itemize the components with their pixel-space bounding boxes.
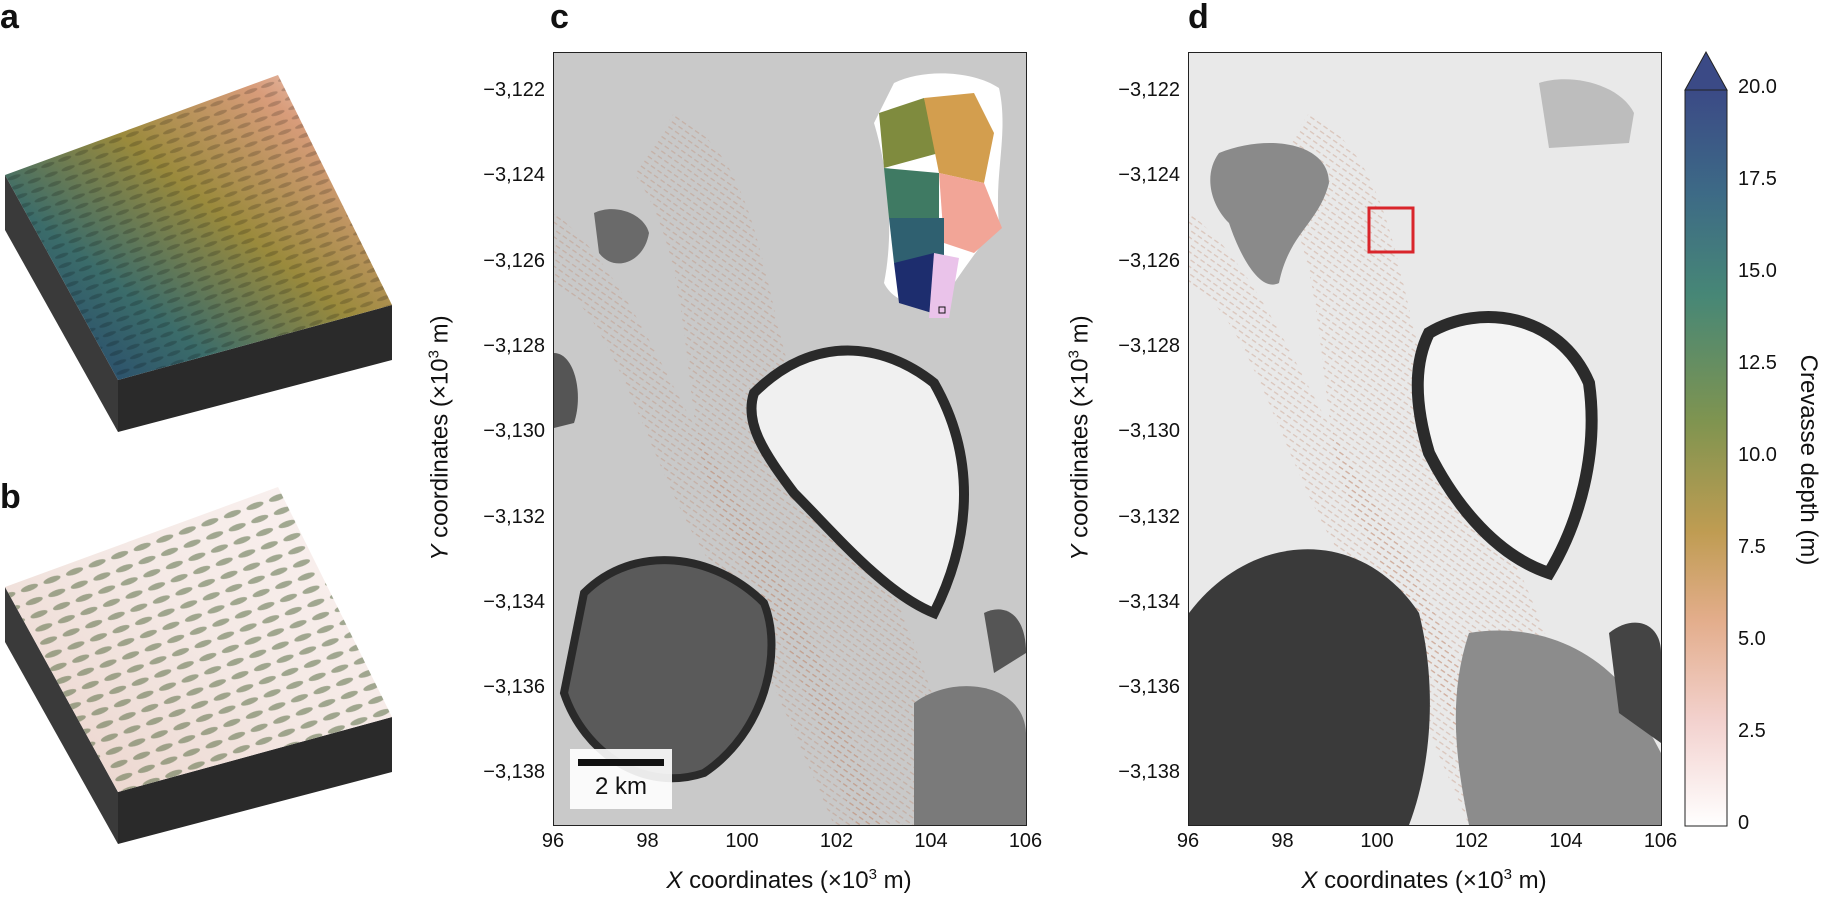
x-tick-label-c: 102 — [819, 830, 854, 852]
x-tick-label-d: 100 — [1360, 830, 1394, 852]
x-tick-label-c: 98 — [636, 830, 659, 852]
y-tick-label-c: −3,126 — [483, 249, 545, 272]
colorbar-tick-label: 20.0 — [1738, 76, 1777, 98]
x-tick-label-c: 104 — [914, 830, 948, 852]
scale-bar-label: 2 km — [594, 773, 647, 800]
highlight-box — [1367, 206, 1415, 254]
y-tick-label-d: −3,134 — [1118, 590, 1180, 613]
y-tick-label-d: −3,126 — [1118, 249, 1180, 272]
colorbar-tick-label: 2.5 — [1738, 720, 1766, 742]
panel-label-b: b — [0, 478, 21, 516]
panel-label-c: c — [550, 0, 569, 36]
y-tick-label-d: −3,132 — [1118, 505, 1180, 528]
colorbar-tick-label: 15.0 — [1738, 260, 1777, 282]
colorbar — [1684, 50, 1728, 827]
panel-label-a: a — [0, 0, 19, 36]
panel-b-3d-surface — [5, 487, 392, 844]
x-tick-label-d: 104 — [1549, 830, 1583, 852]
y-tick-label-d: −3,138 — [1118, 761, 1180, 784]
colorbar-tick-label: 10.0 — [1738, 444, 1777, 466]
y-tick-label-c: −3,122 — [483, 79, 545, 101]
y-tick-label-c: −3,134 — [483, 590, 545, 613]
y-tick-label-c: −3,130 — [483, 420, 545, 443]
greenland-inset — [874, 73, 1003, 318]
colorbar-tick-label: 7.5 — [1738, 536, 1766, 558]
y-tick-label-c: −3,124 — [483, 164, 545, 187]
scale-bar-line — [578, 759, 664, 766]
panel-a-3d-surface — [5, 75, 392, 432]
y-tick-label-d: −3,128 — [1118, 334, 1180, 357]
x-tick-label-c: 100 — [725, 830, 759, 852]
x-tick-label-d: 98 — [1271, 830, 1294, 852]
x-axis-title-c: X coordinates (×103 m) — [666, 866, 912, 894]
panel-c-map: 2 km — [553, 52, 1027, 826]
panel-label-d: d — [1188, 0, 1209, 36]
x-tick-label-d: 96 — [1176, 830, 1200, 852]
y-tick-label-c: −3,136 — [483, 676, 545, 699]
x-tick-label-d: 102 — [1454, 830, 1489, 852]
y-tick-label-d: −3,136 — [1118, 676, 1180, 699]
colorbar-tick-label: 0 — [1738, 812, 1750, 834]
y-tick-label-c: −3,128 — [483, 334, 545, 357]
colorbar-tick-label: 17.5 — [1738, 168, 1777, 190]
x-tick-label-c: 106 — [1008, 830, 1043, 852]
y-tick-label-c: −3,138 — [483, 761, 545, 784]
colorbar-title: Crevasse depth (m) — [1795, 354, 1822, 566]
x-tick-label-c: 96 — [541, 830, 565, 852]
y-tick-label-c: −3,132 — [483, 505, 545, 528]
colorbar-tick-label: 5.0 — [1738, 628, 1766, 650]
y-tick-label-d: −3,122 — [1118, 79, 1180, 101]
y-axis-title-d: Y coordinates (×103 m) — [1065, 315, 1094, 561]
panel-d-map — [1188, 52, 1662, 826]
x-tick-label-d: 106 — [1643, 830, 1678, 852]
x-axis-title-d: X coordinates (×103 m) — [1301, 866, 1547, 894]
y-tick-label-d: −3,124 — [1118, 164, 1180, 187]
y-tick-label-d: −3,130 — [1118, 420, 1180, 443]
y-axis-title-c: Y coordinates (×103 m) — [425, 315, 454, 561]
scale-bar: 2 km — [570, 749, 672, 809]
colorbar-tick-label: 12.5 — [1738, 352, 1777, 374]
